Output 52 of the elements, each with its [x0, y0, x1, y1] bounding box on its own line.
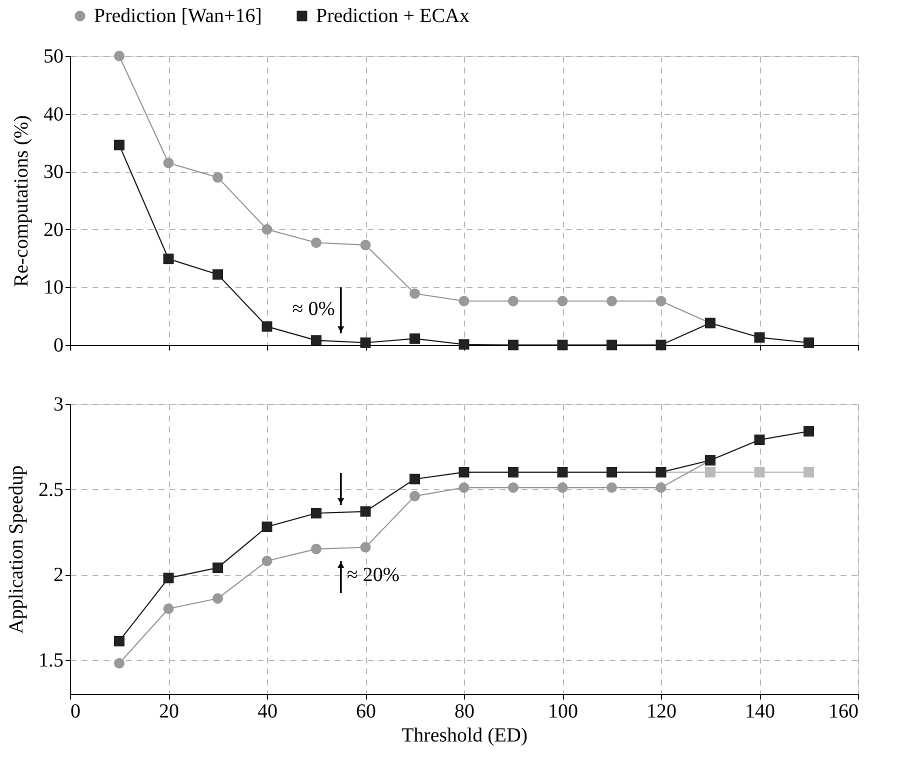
x-tick-label: 40 [258, 700, 278, 722]
point [508, 296, 518, 306]
point [311, 335, 322, 346]
point [262, 321, 272, 332]
point [163, 158, 174, 168]
x-tick-label: 20 [159, 700, 179, 722]
point [656, 296, 666, 306]
point [458, 296, 470, 306]
point [163, 254, 174, 264]
point [606, 340, 617, 350]
legend-label: Prediction [Wan+16] [94, 5, 262, 27]
point [557, 296, 568, 306]
point [508, 340, 518, 350]
annotation: ≈ 20% [346, 564, 400, 586]
point [114, 140, 124, 150]
x-tick-label: 140 [745, 700, 775, 722]
y-axis-title: Re-computations (%) [10, 115, 32, 287]
point [212, 269, 223, 280]
x-axis-title: Threshold (ED) [401, 724, 528, 746]
point [656, 340, 666, 350]
point [410, 333, 420, 344]
x-tick-label: 100 [548, 700, 578, 722]
point [458, 339, 470, 350]
y-tick-label: 50 [44, 46, 64, 68]
point [410, 288, 420, 299]
y-tick-label: 3 [54, 394, 64, 416]
point [311, 237, 322, 248]
y-tick-label: 40 [44, 103, 64, 126]
point [557, 340, 568, 350]
y-tick-label: 20 [44, 218, 64, 241]
x-tick-label: 160 [828, 700, 858, 722]
point [606, 296, 617, 306]
legend-label: Prediction + ECAx [316, 5, 470, 27]
y-tick-label: 30 [44, 161, 64, 184]
point [804, 337, 814, 348]
point [360, 240, 371, 250]
x-tick-label: 60 [356, 700, 376, 722]
x-tick-label: 0 [70, 700, 80, 722]
point [754, 332, 765, 343]
point [262, 224, 272, 235]
annotation: ≈ 0% [292, 298, 335, 320]
y-tick-label: 1.5 [38, 649, 64, 672]
x-tick-label: 120 [646, 700, 676, 722]
y-tick-label: 10 [44, 276, 64, 299]
y-tick-label: 2.5 [38, 478, 64, 501]
y-tick-label: 0 [54, 334, 64, 356]
point [114, 50, 124, 62]
x-tick-label: 80 [454, 700, 474, 722]
y-tick-label: 2 [54, 564, 64, 586]
point [212, 172, 223, 183]
point [360, 337, 371, 348]
y-axis-title: Application Speedup [6, 465, 28, 634]
